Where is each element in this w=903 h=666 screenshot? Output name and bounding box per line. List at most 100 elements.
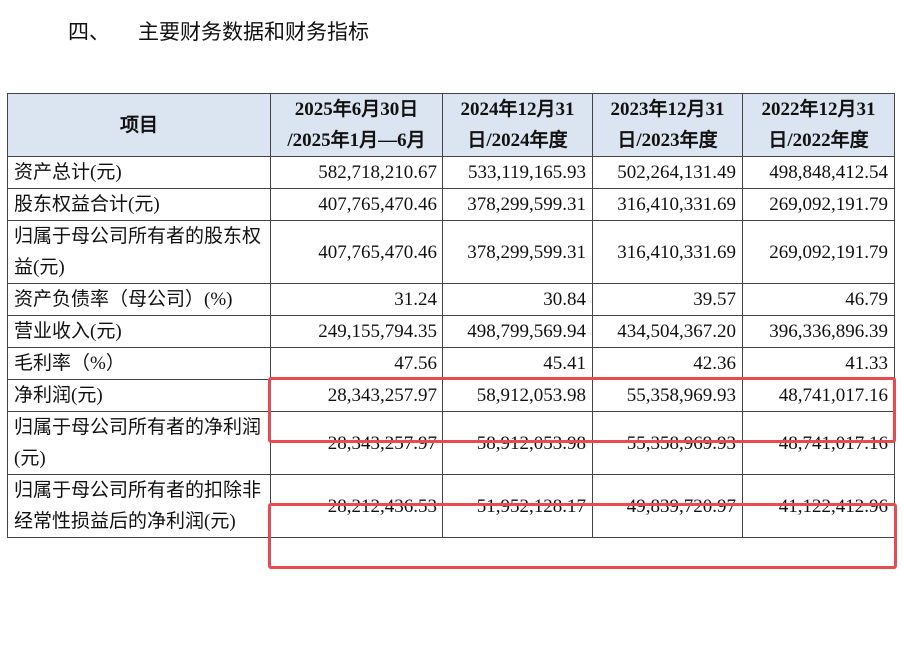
column-header: 2023年12月31 日/2023年度 [592,93,743,157]
value-cell: 498,848,412.54 [742,156,895,189]
column-header-line: 日/2023年度 [617,130,718,151]
highlight-box [268,503,897,569]
value-text: 51,952,128.17 [476,495,586,517]
value-text: 407,765,470.46 [318,194,437,215]
value-cell: 39.57 [592,283,743,316]
header-row: 项目 2025年6月30日/2025年1月—6月 2024年12月31 日/2024年… [7,93,895,157]
value-text: 316,410,331.69 [617,241,736,263]
table-row: 毛利率（%） 47.56 45.41 42.36 41.33 [7,347,895,380]
column-header-line: 日/2024年度 [467,130,568,151]
table-row: 营业收入(元) 249,155,794.35 498,799,569.94 434,5… [7,315,895,348]
section-heading: 主要财务数据和财务指标 [138,20,369,44]
value-cell: 55,358,969.93 [592,379,743,412]
value-text: 45.41 [543,353,586,374]
value-cell: 47.56 [270,347,443,380]
table-head: 项目 2025年6月30日/2025年1月—6月 2024年12月31 日/2024年… [7,93,895,157]
row-label: 归属于母公司所有者的股东权益(元) [7,220,271,284]
value-text: 41.33 [845,353,888,374]
column-header-line: /2025年1月—6月 [287,130,426,151]
value-text: 498,799,569.94 [467,321,586,342]
row-label: 资产负债率（母公司）(%) [7,283,271,316]
section-title: 四、 主要财务数据和财务指标 [68,16,369,48]
value-text: 42.36 [693,353,736,374]
column-header: 2024年12月31 日/2024年度 [442,93,593,157]
value-cell: 31.24 [270,283,443,316]
column-header: 2025年6月30日/2025年1月—6月 [270,93,443,157]
row-label: 净利润(元) [7,379,271,412]
value-text: 498,848,412.54 [769,162,888,183]
value-cell: 378,299,599.31 [442,188,593,221]
value-text: 58,912,053.98 [476,432,586,454]
value-text: 407,765,470.46 [318,241,437,263]
value-text: 378,299,599.31 [467,194,586,215]
value-text: 55,358,969.93 [626,432,736,454]
value-text: 28,343,257.97 [327,432,437,454]
row-label: 归属于母公司所有者的扣除非经常性损益后的净利润(元) [7,474,271,538]
value-cell: 434,504,367.20 [592,315,743,348]
value-cell: 28,343,257.97 [270,411,443,475]
value-cell: 249,155,794.35 [270,315,443,348]
value-text: 48,741,017.16 [778,385,888,406]
value-text: 47.56 [394,353,437,374]
value-cell: 28,343,257.97 [270,379,443,412]
value-cell: 41.33 [742,347,895,380]
value-text: 502,264,131.49 [617,162,736,183]
value-text: 28,343,257.97 [327,385,437,406]
value-text: 249,155,794.35 [318,321,437,342]
value-text: 48,741,017.16 [778,432,888,454]
value-text: 46.79 [845,289,888,310]
value-text: 378,299,599.31 [467,241,586,263]
value-cell: 30.84 [442,283,593,316]
value-text: 434,504,367.20 [617,321,736,342]
row-label: 归属于母公司所有者的净利润(元) [7,411,271,475]
column-header-line: 2023年12月31 [610,99,725,120]
value-cell: 41,122,412.96 [742,474,895,538]
value-cell: 502,264,131.49 [592,156,743,189]
value-cell: 498,799,569.94 [442,315,593,348]
value-cell: 28,212,436.53 [270,474,443,538]
value-cell: 58,912,053.98 [442,411,593,475]
value-cell: 48,741,017.16 [742,411,895,475]
value-cell: 533,119,165.93 [442,156,593,189]
value-cell: 396,336,896.39 [742,315,895,348]
table-row: 净利润(元) 28,343,257.97 58,912,053.98 55,358,9… [7,379,895,412]
value-cell: 316,410,331.69 [592,188,743,221]
value-cell: 316,410,331.69 [592,220,743,284]
table-body: 资产总计(元) 582,718,210.67 533,119,165.93 502,2… [7,156,895,538]
value-text: 316,410,331.69 [617,194,736,215]
row-label: 资产总计(元) [7,156,271,189]
value-text: 269,092,191.79 [769,241,888,263]
value-cell: 582,718,210.67 [270,156,443,189]
value-text: 396,336,896.39 [769,321,888,342]
table-row: 资产负债率（母公司）(%) 31.24 30.84 39.57 46.79 [7,283,895,316]
value-text: 28,212,436.53 [327,495,437,517]
value-cell: 407,765,470.46 [270,220,443,284]
table-row: 归属于母公司所有者的扣除非经常性损益后的净利润(元) 28,212,436.53 5… [7,474,895,538]
value-text: 49,839,720.97 [626,495,736,517]
row-label: 营业收入(元) [7,315,271,348]
value-text: 30.84 [543,289,586,310]
value-text: 533,119,165.93 [467,162,586,183]
value-text: 582,718,210.67 [318,162,437,183]
column-header: 项目 [7,93,271,157]
value-text: 31.24 [394,289,437,310]
value-cell: 45.41 [442,347,593,380]
financial-table: 项目 2025年6月30日/2025年1月—6月 2024年12月31 日/2024年… [7,93,895,538]
value-cell: 49,839,720.97 [592,474,743,538]
value-cell: 378,299,599.31 [442,220,593,284]
row-label: 股东权益合计(元) [7,188,271,221]
value-cell: 407,765,470.46 [270,188,443,221]
value-text: 269,092,191.79 [769,194,888,215]
table-row: 归属于母公司所有者的股东权益(元) 407,765,470.46 378,299,5… [7,220,895,284]
highlight-box [268,377,896,443]
value-cell: 42.36 [592,347,743,380]
value-cell: 269,092,191.79 [742,188,895,221]
table-row: 归属于母公司所有者的净利润(元) 28,343,257.97 58,912,053.… [7,411,895,475]
row-label: 毛利率（%） [7,347,271,380]
section-number: 四、 [68,20,110,44]
column-header-line: 日/2022年度 [768,130,869,151]
column-header-line: 2025年6月30日 [294,99,419,120]
column-header-line: 2022年12月31 [761,99,876,120]
value-text: 41,122,412.96 [778,495,888,517]
